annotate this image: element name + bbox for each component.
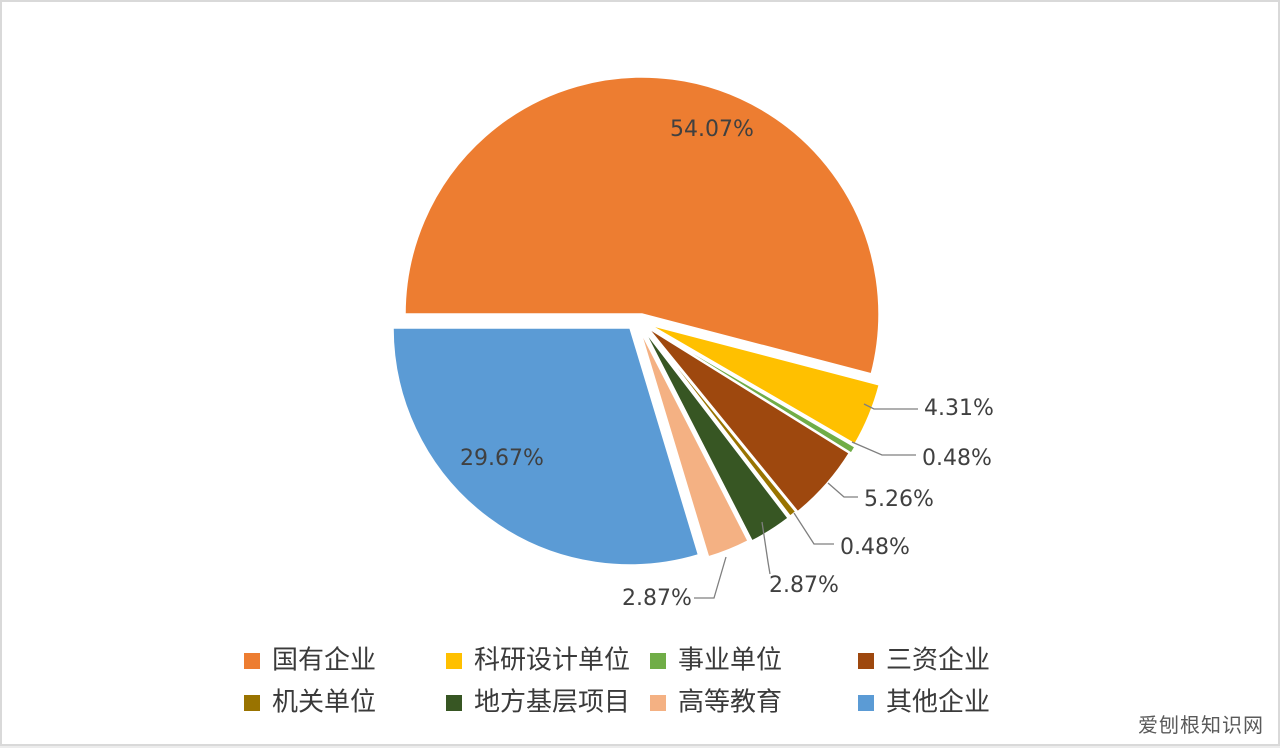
leader-line-3 [851,441,916,456]
legend-label-2: 科研设计单位 [474,646,630,676]
legend-swatch-7 [650,695,666,711]
legend-swatch-6 [446,695,462,711]
pie-slice-1 [404,76,880,375]
pie-slice-8 [392,327,700,566]
legend-label-8: 其他企业 [886,688,990,718]
leader-lines [694,403,918,599]
data-label-2: 4.31% [924,396,994,421]
legend-label-5: 机关单位 [272,688,376,718]
leader-line-7 [694,556,727,599]
data-label-6: 2.87% [769,573,839,598]
pie-slice-7 [639,329,750,558]
legend-label-3: 事业单位 [678,646,782,676]
legend-swatch-1 [244,653,260,669]
data-label-7: 2.87% [622,586,692,611]
leader-line-5 [793,512,834,545]
leader-line-2 [863,403,918,410]
legend-label-1: 国有企业 [272,646,376,676]
legend-swatch-8 [858,695,874,711]
legend-swatch-2 [446,653,462,669]
data-label-8: 29.67% [460,446,544,471]
pie-slice-4 [647,327,851,513]
pie-slice-3 [649,327,856,455]
watermark-text: 爱刨根知识网 [1138,713,1264,737]
pie-slices [392,76,881,566]
legend-label-6: 地方基层项目 [474,688,630,718]
data-label-5: 0.48% [840,535,910,560]
data-label-4: 5.26% [864,487,934,512]
leader-line-4 [827,482,858,498]
leader-line-6 [761,521,771,575]
pie-slice-6 [643,329,790,542]
data-label-3: 0.48% [922,446,992,471]
data-label-1: 54.07% [670,117,754,142]
legend-swatch-4 [858,653,874,669]
legend-swatch-3 [650,653,666,669]
legend-label-4: 三资企业 [886,646,990,676]
legend-label-7: 高等教育 [678,688,782,718]
pie-slice-2 [649,324,881,446]
pie-slice-5 [645,327,797,518]
legend-swatch-5 [244,695,260,711]
data-labels: 54.07%4.31%0.48%5.26%0.48%2.87%2.87%29.6… [460,117,994,611]
